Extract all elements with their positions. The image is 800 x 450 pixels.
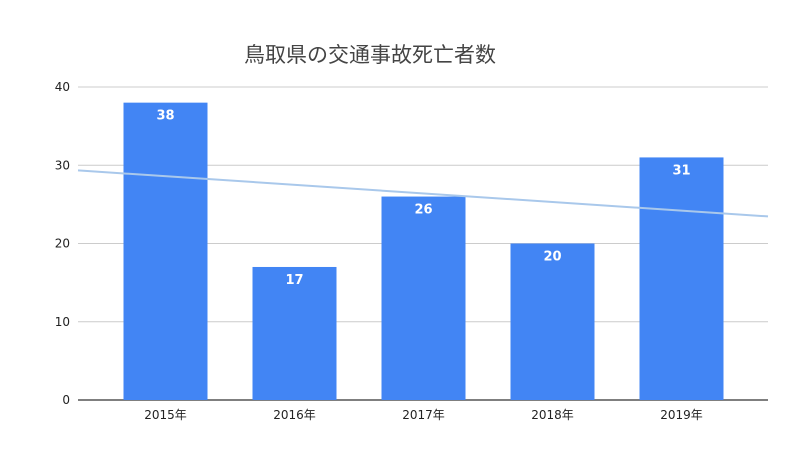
trendline-layer bbox=[77, 169, 769, 218]
bar bbox=[510, 243, 595, 400]
bars bbox=[123, 102, 724, 401]
y-tick-label: 0 bbox=[62, 393, 70, 407]
bar bbox=[381, 196, 466, 400]
x-axis-ticks: 2015年 2016年 2017年 2018年 2019年 bbox=[144, 408, 703, 422]
y-tick-label: 30 bbox=[55, 158, 70, 172]
data-label: 20 bbox=[543, 250, 561, 265]
x-tick-label: 2019年 bbox=[660, 408, 703, 422]
bar bbox=[123, 102, 208, 401]
y-tick-label: 40 bbox=[55, 80, 70, 94]
x-tick-label: 2018年 bbox=[531, 408, 574, 422]
trendline bbox=[77, 169, 769, 218]
x-tick-label: 2016年 bbox=[273, 408, 316, 422]
x-tick-label: 2017年 bbox=[402, 408, 445, 422]
data-labels: 38 17 26 20 31 bbox=[156, 109, 690, 288]
y-axis-ticks: 0 10 20 30 40 bbox=[55, 80, 70, 407]
bar bbox=[639, 157, 724, 400]
x-tick-label: 2015年 bbox=[144, 408, 187, 422]
chart-title: 鳥取県の交通事故死亡者数 bbox=[244, 43, 496, 67]
data-label: 17 bbox=[285, 273, 303, 288]
data-label: 26 bbox=[414, 203, 432, 218]
y-tick-label: 20 bbox=[55, 237, 70, 251]
data-label: 38 bbox=[156, 109, 174, 124]
data-label: 31 bbox=[672, 163, 690, 178]
bar bbox=[252, 266, 337, 400]
y-tick-label: 10 bbox=[55, 315, 70, 329]
